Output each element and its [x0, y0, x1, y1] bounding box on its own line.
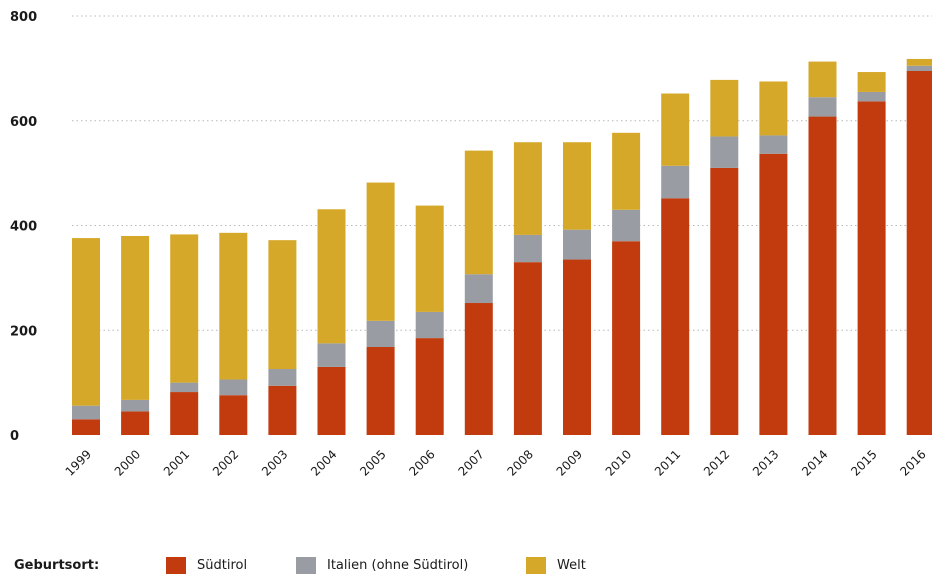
stacked-bar-chart: 0 200 400 600 800 1999 2000 2001 2002 2003 2004 20… [10, 10, 932, 479]
legend-label-welt: Welt [557, 558, 586, 573]
bar-2015-series-1 [857, 91, 886, 102]
bar-2009-series-0 [563, 259, 591, 435]
bar-2013-series-1 [759, 135, 788, 154]
bar-2005-series-2 [366, 182, 395, 321]
bar-1999-series-0 [72, 419, 100, 435]
bar-2014-series-1 [808, 97, 837, 117]
bar-2016-series-2 [906, 58, 932, 66]
bar-2000-series-2 [121, 235, 150, 400]
bar-2003-series-2 [268, 240, 297, 370]
y-axis: 0 200 400 600 800 [10, 10, 37, 444]
bar-2014-series-2 [808, 61, 837, 98]
bar-2006-series-1 [415, 311, 444, 339]
bar-2014-series-0 [808, 116, 837, 435]
bar-2005-series-0 [366, 347, 395, 435]
bar-2013-series-2 [759, 81, 788, 136]
bar-2012-series-0 [710, 167, 739, 435]
bar-1999-series-1 [72, 405, 100, 420]
x-tick-label-2013: 2013 [750, 447, 781, 478]
bar-2010-series-1 [612, 209, 641, 242]
bar-2000-series-1 [121, 399, 150, 412]
bar-2003-series-1 [268, 369, 297, 386]
x-tick-label-2004: 2004 [308, 447, 339, 478]
bar-2011-series-0 [661, 198, 690, 435]
bar-1999-series-2 [72, 238, 100, 406]
x-tick-label-2009: 2009 [554, 447, 585, 478]
bar-2010-series-0 [612, 241, 641, 435]
bar-2010-series-2 [612, 132, 641, 210]
bar-2004-series-0 [317, 366, 346, 435]
legend-label-suedtirol: Südtirol [197, 558, 248, 573]
x-tick-label-2005: 2005 [357, 447, 388, 478]
bars [72, 58, 932, 436]
bar-2013-series-0 [759, 153, 788, 435]
y-tick-label-400: 400 [10, 220, 37, 235]
legend-swatch-suedtirol [166, 557, 186, 574]
bar-2001-series-0 [170, 392, 199, 435]
y-tick-label-600: 600 [10, 115, 37, 130]
x-tick-label-2007: 2007 [455, 447, 486, 478]
x-tick-label-2015: 2015 [848, 447, 879, 478]
x-tick-label-2003: 2003 [259, 447, 290, 478]
bar-2011-series-1 [661, 165, 690, 199]
bar-2004-series-1 [317, 343, 346, 367]
legend: Geburtsort: Südtirol Italien (ohne Südti… [14, 556, 714, 576]
x-axis: 1999 2000 2001 2002 2003 2004 2005 2006 2007 2008… [63, 447, 929, 478]
bar-2012-series-1 [710, 136, 739, 168]
bar-2005-series-1 [366, 320, 395, 348]
bar-2011-series-2 [661, 93, 690, 166]
x-tick-label-2006: 2006 [406, 447, 437, 478]
y-tick-label-200: 200 [10, 324, 37, 339]
bar-2016-series-1 [906, 65, 932, 71]
bar-2015-series-0 [857, 101, 886, 435]
bar-2012-series-2 [710, 79, 739, 137]
y-tick-label-800: 800 [10, 10, 37, 25]
legend-title: Geburtsort: [14, 558, 100, 573]
bar-2008-series-2 [513, 142, 542, 235]
y-tick-label-0: 0 [10, 429, 19, 444]
x-tick-label-1999: 1999 [63, 447, 94, 478]
bar-2004-series-2 [317, 209, 346, 344]
x-tick-label-2001: 2001 [161, 447, 192, 478]
bar-2007-series-2 [464, 150, 493, 275]
legend-swatch-italien [296, 557, 316, 574]
bar-2016-series-0 [906, 70, 932, 436]
x-tick-label-2008: 2008 [505, 447, 536, 478]
x-tick-label-2016: 2016 [897, 447, 928, 478]
bar-2008-series-0 [513, 262, 542, 435]
x-tick-label-2014: 2014 [799, 447, 830, 478]
bar-2002-series-0 [219, 395, 248, 435]
bar-2006-series-2 [415, 205, 444, 312]
bar-2007-series-0 [464, 303, 493, 435]
bar-2015-series-2 [857, 72, 886, 92]
bar-2006-series-0 [415, 338, 444, 435]
bar-2001-series-2 [170, 234, 199, 383]
x-tick-label-2011: 2011 [652, 447, 683, 478]
bar-2009-series-2 [563, 142, 591, 230]
legend-swatch-welt [526, 557, 546, 574]
x-tick-label-2012: 2012 [701, 447, 732, 478]
bar-2000-series-0 [121, 411, 150, 435]
bar-2003-series-0 [268, 385, 297, 435]
grid-lines [72, 15, 932, 331]
bar-2001-series-1 [170, 382, 199, 393]
bar-2007-series-1 [464, 274, 493, 304]
bar-2008-series-1 [513, 234, 542, 263]
x-tick-label-2010: 2010 [603, 447, 634, 478]
legend-label-italien: Italien (ohne Südtirol) [327, 558, 469, 573]
bar-2009-series-1 [563, 229, 591, 260]
x-tick-label-2002: 2002 [210, 447, 241, 478]
bar-2002-series-2 [219, 232, 248, 380]
x-tick-label-2000: 2000 [112, 447, 143, 478]
bar-2002-series-1 [219, 379, 248, 396]
